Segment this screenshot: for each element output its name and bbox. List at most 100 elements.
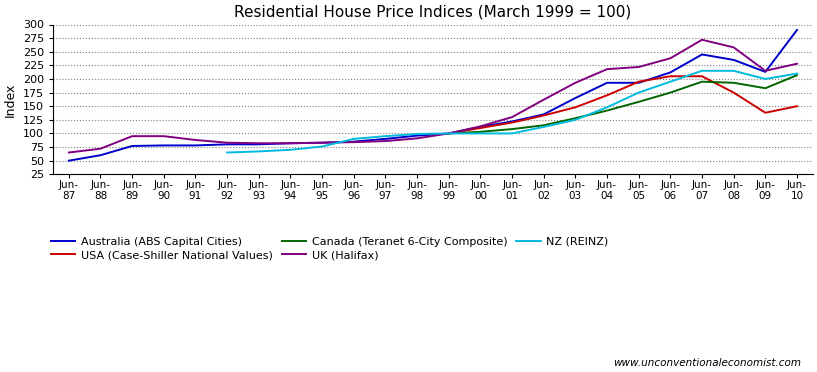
Australia (ABS Capital Cities): [317, 141, 327, 145]
Canada (Teranet 6-City Composite): [634, 100, 644, 104]
Australia (ABS Capital Cities): [286, 141, 296, 145]
USA (Case-Shiller National Values): [602, 93, 612, 97]
NZ (REINZ): [222, 150, 232, 155]
UK (Halifax): [539, 97, 549, 102]
Canada (Teranet 6-City Composite): [570, 116, 580, 121]
UK (Halifax): [413, 136, 422, 141]
NZ (REINZ): [475, 131, 485, 136]
Line: USA (Case-Shiller National Values): USA (Case-Shiller National Values): [449, 76, 797, 134]
UK (Halifax): [222, 141, 232, 145]
Australia (ABS Capital Cities): [96, 153, 105, 157]
NZ (REINZ): [570, 118, 580, 122]
Canada (Teranet 6-City Composite): [475, 129, 485, 134]
Australia (ABS Capital Cities): [539, 112, 549, 116]
NZ (REINZ): [254, 149, 264, 154]
UK (Halifax): [697, 38, 707, 42]
NZ (REINZ): [666, 80, 676, 84]
Canada (Teranet 6-City Composite): [666, 90, 676, 95]
NZ (REINZ): [381, 134, 391, 138]
USA (Case-Shiller National Values): [761, 110, 770, 115]
Australia (ABS Capital Cities): [761, 70, 770, 74]
Canada (Teranet 6-City Composite): [697, 80, 707, 84]
Australia (ABS Capital Cities): [570, 96, 580, 100]
NZ (REINZ): [413, 132, 422, 136]
UK (Halifax): [792, 61, 802, 66]
Canada (Teranet 6-City Composite): [507, 127, 517, 131]
NZ (REINZ): [761, 77, 770, 81]
Australia (ABS Capital Cities): [475, 125, 485, 129]
UK (Halifax): [381, 139, 391, 143]
UK (Halifax): [190, 138, 200, 142]
UK (Halifax): [349, 140, 359, 144]
Line: UK (Halifax): UK (Halifax): [69, 40, 797, 153]
UK (Halifax): [475, 124, 485, 129]
Australia (ABS Capital Cities): [444, 131, 453, 136]
NZ (REINZ): [317, 144, 327, 149]
Canada (Teranet 6-City Composite): [602, 108, 612, 113]
NZ (REINZ): [602, 105, 612, 109]
USA (Case-Shiller National Values): [666, 74, 676, 78]
Legend: Australia (ABS Capital Cities), USA (Case-Shiller National Values), Canada (Tera: Australia (ABS Capital Cities), USA (Cas…: [51, 237, 609, 260]
UK (Halifax): [127, 134, 137, 138]
USA (Case-Shiller National Values): [697, 74, 707, 78]
USA (Case-Shiller National Values): [507, 120, 517, 125]
UK (Halifax): [444, 131, 453, 136]
UK (Halifax): [634, 65, 644, 69]
Title: Residential House Price Indices (March 1999 = 100): Residential House Price Indices (March 1…: [234, 4, 632, 19]
Australia (ABS Capital Cities): [634, 81, 644, 85]
UK (Halifax): [96, 147, 105, 151]
USA (Case-Shiller National Values): [475, 126, 485, 130]
USA (Case-Shiller National Values): [634, 80, 644, 84]
UK (Halifax): [286, 141, 296, 145]
USA (Case-Shiller National Values): [729, 90, 739, 95]
NZ (REINZ): [286, 148, 296, 152]
Australia (ABS Capital Cities): [159, 143, 169, 148]
Australia (ABS Capital Cities): [190, 143, 200, 148]
USA (Case-Shiller National Values): [570, 105, 580, 109]
Line: Canada (Teranet 6-City Composite): Canada (Teranet 6-City Composite): [449, 75, 797, 134]
Australia (ABS Capital Cities): [381, 137, 391, 141]
Australia (ABS Capital Cities): [729, 58, 739, 62]
USA (Case-Shiller National Values): [539, 113, 549, 118]
UK (Halifax): [317, 141, 327, 145]
UK (Halifax): [666, 56, 676, 61]
UK (Halifax): [761, 68, 770, 73]
Canada (Teranet 6-City Composite): [761, 86, 770, 90]
UK (Halifax): [254, 141, 264, 145]
Canada (Teranet 6-City Composite): [792, 73, 802, 77]
UK (Halifax): [570, 81, 580, 85]
Line: Australia (ABS Capital Cities): Australia (ABS Capital Cities): [69, 30, 797, 161]
Text: www.unconventionaleconomist.com: www.unconventionaleconomist.com: [613, 358, 801, 368]
NZ (REINZ): [507, 131, 517, 136]
NZ (REINZ): [444, 131, 453, 136]
Line: NZ (REINZ): NZ (REINZ): [227, 71, 797, 153]
Canada (Teranet 6-City Composite): [729, 81, 739, 85]
NZ (REINZ): [349, 137, 359, 141]
USA (Case-Shiller National Values): [444, 131, 453, 136]
UK (Halifax): [602, 67, 612, 71]
UK (Halifax): [64, 150, 74, 155]
USA (Case-Shiller National Values): [792, 104, 802, 109]
NZ (REINZ): [792, 71, 802, 76]
Australia (ABS Capital Cities): [64, 158, 74, 163]
Australia (ABS Capital Cities): [792, 28, 802, 32]
NZ (REINZ): [634, 90, 644, 95]
NZ (REINZ): [729, 68, 739, 73]
Australia (ABS Capital Cities): [254, 142, 264, 147]
Australia (ABS Capital Cities): [127, 144, 137, 148]
Australia (ABS Capital Cities): [349, 140, 359, 144]
NZ (REINZ): [697, 68, 707, 73]
Australia (ABS Capital Cities): [413, 134, 422, 138]
Canada (Teranet 6-City Composite): [539, 123, 549, 128]
UK (Halifax): [159, 134, 169, 138]
Australia (ABS Capital Cities): [666, 70, 676, 75]
NZ (REINZ): [539, 125, 549, 129]
Australia (ABS Capital Cities): [507, 119, 517, 124]
UK (Halifax): [507, 115, 517, 119]
Canada (Teranet 6-City Composite): [444, 131, 453, 136]
Australia (ABS Capital Cities): [222, 142, 232, 147]
Y-axis label: Index: Index: [4, 82, 17, 116]
UK (Halifax): [729, 45, 739, 49]
Australia (ABS Capital Cities): [697, 52, 707, 57]
Australia (ABS Capital Cities): [602, 81, 612, 85]
